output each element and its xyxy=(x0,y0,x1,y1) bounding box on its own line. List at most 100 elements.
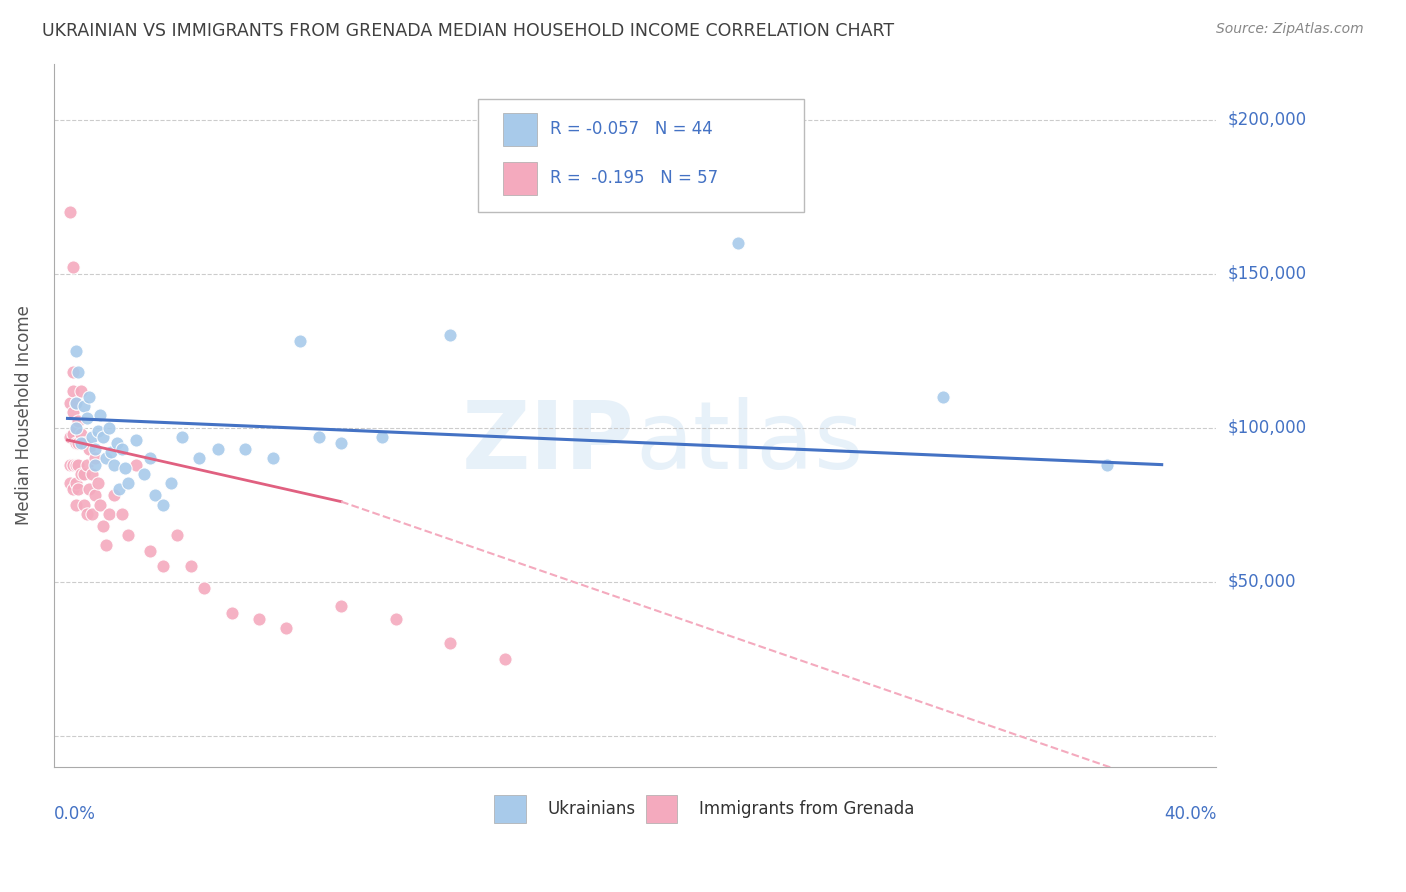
Point xyxy=(67,365,90,379)
Point xyxy=(97,420,120,434)
Point xyxy=(76,458,98,472)
Point xyxy=(94,451,117,466)
Point xyxy=(65,420,87,434)
Point xyxy=(89,498,111,512)
Point xyxy=(83,488,105,502)
Point xyxy=(160,476,183,491)
Point xyxy=(82,430,104,444)
Point xyxy=(59,430,82,444)
Point xyxy=(288,334,311,349)
Point xyxy=(67,436,90,450)
Point xyxy=(62,365,84,379)
Point xyxy=(73,436,96,450)
Point xyxy=(114,460,136,475)
Point xyxy=(172,430,194,444)
Point xyxy=(82,507,104,521)
FancyBboxPatch shape xyxy=(478,99,804,211)
Point xyxy=(89,409,111,423)
Point xyxy=(62,426,84,441)
Point xyxy=(65,498,87,512)
Point xyxy=(111,442,134,457)
Point xyxy=(117,476,139,491)
Point xyxy=(603,189,626,203)
Point xyxy=(152,559,174,574)
Point xyxy=(67,458,90,472)
Point xyxy=(117,528,139,542)
FancyBboxPatch shape xyxy=(502,112,537,145)
FancyBboxPatch shape xyxy=(495,796,526,823)
Y-axis label: Median Household Income: Median Household Income xyxy=(15,305,32,525)
FancyBboxPatch shape xyxy=(502,161,537,194)
Point xyxy=(103,488,125,502)
Point xyxy=(371,430,394,444)
Point xyxy=(83,458,105,472)
Point xyxy=(82,467,104,481)
Point xyxy=(83,451,105,466)
Text: UKRAINIAN VS IMMIGRANTS FROM GRENADA MEDIAN HOUSEHOLD INCOME CORRELATION CHART: UKRAINIAN VS IMMIGRANTS FROM GRENADA MED… xyxy=(42,22,894,40)
Point xyxy=(65,396,87,410)
Point xyxy=(59,458,82,472)
Point xyxy=(330,599,353,614)
Point xyxy=(439,328,461,343)
Point xyxy=(59,476,82,491)
Point xyxy=(79,442,101,457)
Point xyxy=(932,390,955,404)
Point xyxy=(384,612,406,626)
Point xyxy=(508,174,530,188)
Point xyxy=(59,396,82,410)
Text: 0.0%: 0.0% xyxy=(53,805,96,823)
Point xyxy=(247,612,270,626)
Text: ZIP: ZIP xyxy=(463,398,636,490)
Text: R =  -0.195   N = 57: R = -0.195 N = 57 xyxy=(550,169,718,187)
Point xyxy=(439,636,461,650)
Text: $50,000: $50,000 xyxy=(1227,573,1296,591)
Point xyxy=(308,430,330,444)
Point xyxy=(70,426,93,441)
Point xyxy=(207,442,229,457)
Point xyxy=(152,498,174,512)
Point xyxy=(65,396,87,410)
Text: R = -0.057   N = 44: R = -0.057 N = 44 xyxy=(550,120,713,138)
Text: Source: ZipAtlas.com: Source: ZipAtlas.com xyxy=(1216,22,1364,37)
Point xyxy=(166,528,188,542)
Point xyxy=(143,488,166,502)
Point xyxy=(1095,458,1118,472)
Point xyxy=(62,405,84,419)
Point xyxy=(221,606,243,620)
Point xyxy=(193,581,215,595)
Point xyxy=(91,519,114,533)
Text: $100,000: $100,000 xyxy=(1227,418,1306,437)
Point xyxy=(97,507,120,521)
Point xyxy=(86,424,108,438)
Point xyxy=(73,467,96,481)
Text: $150,000: $150,000 xyxy=(1227,265,1306,283)
Point xyxy=(59,205,82,219)
Text: Ukrainians: Ukrainians xyxy=(548,800,636,818)
Point xyxy=(62,458,84,472)
Point xyxy=(138,544,160,558)
Point xyxy=(125,433,148,447)
Point xyxy=(100,445,122,459)
Point xyxy=(67,415,90,429)
Point xyxy=(187,451,209,466)
Point xyxy=(67,483,90,497)
Point xyxy=(76,411,98,425)
Point xyxy=(727,235,749,250)
Point xyxy=(132,467,155,481)
Point xyxy=(62,384,84,398)
Point xyxy=(62,260,84,275)
Text: Immigrants from Grenada: Immigrants from Grenada xyxy=(699,800,914,818)
Point xyxy=(65,420,87,434)
Point xyxy=(79,390,101,404)
Point xyxy=(73,399,96,413)
Point xyxy=(494,652,516,666)
Point xyxy=(105,436,128,450)
Point xyxy=(91,430,114,444)
Point xyxy=(103,458,125,472)
Text: atlas: atlas xyxy=(636,398,863,490)
Point xyxy=(73,498,96,512)
Point xyxy=(62,483,84,497)
Text: 40.0%: 40.0% xyxy=(1164,805,1216,823)
Point xyxy=(70,384,93,398)
Point xyxy=(65,476,87,491)
